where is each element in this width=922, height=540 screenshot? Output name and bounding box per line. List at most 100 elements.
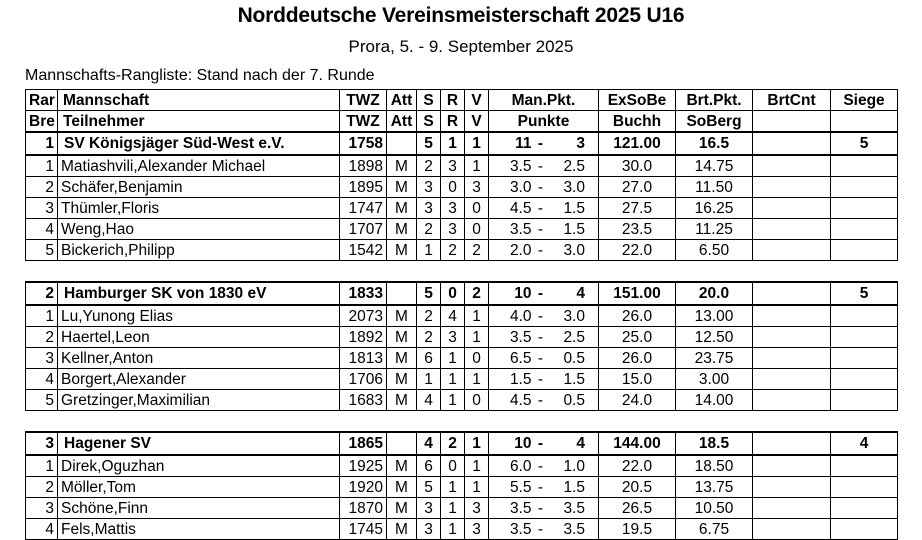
column-header-7[interactable]: Punkte bbox=[488, 110, 599, 133]
column-header-10[interactable] bbox=[752, 110, 831, 133]
player-losses: 0 bbox=[464, 347, 489, 369]
match-points-dash: - bbox=[537, 157, 544, 175]
column-header-11[interactable] bbox=[830, 110, 898, 133]
column-header-4[interactable]: S bbox=[416, 89, 441, 111]
player-row[interactable]: 1 Matiashvili,Alexander Michael 1898 M 2 3 1 3.… bbox=[25, 154, 898, 177]
player-row[interactable]: 5 Bickerich,Philipp 1542 M 1 2 2 2.0-3.0 22.0 6.5… bbox=[25, 239, 898, 261]
column-header-4[interactable]: S bbox=[416, 110, 441, 133]
player-board: 4 bbox=[25, 218, 58, 240]
player-name[interactable]: Lu,Yunong Elias bbox=[57, 304, 340, 327]
player-row[interactable]: 3 Schöne,Finn 1870 M 3 1 3 3.5-3.5 26.5 10.50 bbox=[25, 497, 898, 519]
player-draws: 2 bbox=[440, 239, 465, 261]
player-row[interactable]: 4 Weng,Hao 1707 M 2 3 0 3.5- 1.5 23.5 11.25 bbox=[25, 218, 898, 240]
match-points-own: 6.5 bbox=[509, 349, 532, 367]
player-att: M bbox=[386, 347, 417, 369]
player-row[interactable]: 4 Fels,Mattis 1745 M 3 1 3 3.5-3.5 19.5 6.75 bbox=[25, 518, 898, 540]
player-buchh: 30.0 bbox=[598, 154, 676, 177]
player-name[interactable]: Kellner,Anton bbox=[57, 347, 340, 369]
player-name[interactable]: Matiashvili,Alexander Michael bbox=[57, 154, 340, 177]
player-siege bbox=[830, 368, 898, 390]
player-buchh: 26.5 bbox=[598, 497, 676, 519]
player-siege bbox=[830, 304, 898, 327]
player-name[interactable]: Haertel,Leon bbox=[57, 326, 340, 348]
column-header-9[interactable]: SoBerg bbox=[675, 110, 753, 133]
match-points-own: 3.5 bbox=[509, 520, 532, 538]
column-header-11[interactable]: Siege bbox=[830, 89, 898, 111]
column-header-0[interactable]: Rar bbox=[25, 89, 58, 111]
player-name[interactable]: Borgert,Alexander bbox=[57, 368, 340, 390]
match-points-opponent: 3.0 bbox=[563, 178, 585, 196]
player-soberg: 18.50 bbox=[675, 454, 753, 477]
player-row[interactable]: 2 Haertel,Leon 1892 M 2 3 1 3.5-2.5 25.0 12.50 bbox=[25, 326, 898, 348]
match-points-own: 6.0 bbox=[509, 457, 532, 475]
team-row[interactable]: 1 SV Königsjäger Süd-West e.V. 1758 5 1 1 11-3… bbox=[25, 131, 898, 156]
match-points-dash: - bbox=[537, 241, 544, 259]
player-brtcnt bbox=[752, 218, 831, 240]
player-brtcnt bbox=[752, 326, 831, 348]
column-header-5[interactable]: R bbox=[440, 89, 465, 111]
match-points-own: 4.5 bbox=[509, 199, 532, 217]
player-name[interactable]: Weng,Hao bbox=[57, 218, 340, 240]
player-twz: 1895 bbox=[339, 176, 387, 198]
player-att: M bbox=[386, 304, 417, 327]
column-header-6[interactable]: V bbox=[464, 110, 489, 133]
team-exsobe: 144.00 bbox=[598, 431, 676, 456]
column-header-0[interactable]: Bre bbox=[25, 110, 58, 133]
team-name[interactable]: Hagener SV bbox=[57, 431, 340, 456]
player-brtcnt bbox=[752, 347, 831, 369]
player-row[interactable]: 2 Möller,Tom 1920 M 5 1 1 5.5-1.5 20.5 13.75 bbox=[25, 476, 898, 498]
player-row[interactable]: 3 Thümler,Floris 1747 M 3 3 0 4.5-1.5 27.5 16.25 bbox=[25, 197, 898, 219]
player-wins: 4 bbox=[416, 389, 441, 411]
player-att: M bbox=[386, 218, 417, 240]
player-points: 3.5- 2.5 bbox=[488, 154, 599, 177]
player-brtcnt bbox=[752, 304, 831, 327]
player-losses: 3 bbox=[464, 497, 489, 519]
column-header-5[interactable]: R bbox=[440, 110, 465, 133]
player-row[interactable]: 5 Gretzinger,Maximilian 1683 M 4 1 0 4.5- 0.5 24.… bbox=[25, 389, 898, 411]
match-points-opponent: 3.5 bbox=[563, 520, 585, 538]
player-name[interactable]: Bickerich,Philipp bbox=[57, 239, 340, 261]
column-header-9[interactable]: Brt.Pkt. bbox=[675, 89, 753, 111]
column-header-10[interactable]: BrtCnt bbox=[752, 89, 831, 111]
team-name[interactable]: Hamburger SK von 1830 eV bbox=[57, 281, 340, 306]
player-att: M bbox=[386, 389, 417, 411]
player-name[interactable]: Schöne,Finn bbox=[57, 497, 340, 519]
player-draws: 3 bbox=[440, 197, 465, 219]
column-header-1[interactable]: Mannschaft bbox=[57, 89, 340, 111]
block-spacer-row bbox=[26, 411, 898, 433]
player-row[interactable]: 4 Borgert,Alexander 1706 M 1 1 1 1.5-1.5 15.0 3.0… bbox=[25, 368, 898, 390]
match-points-dash: - bbox=[537, 178, 544, 196]
column-header-8[interactable]: Buchh bbox=[598, 110, 676, 133]
column-header-8[interactable]: ExSoBe bbox=[598, 89, 676, 111]
column-header-3[interactable]: Att bbox=[386, 89, 417, 111]
player-draws: 0 bbox=[440, 454, 465, 477]
player-row[interactable]: 1 Direk,Oguzhan 1925 M 6 0 1 6.0-1.0 22.0 18.50 bbox=[25, 454, 898, 477]
player-wins: 1 bbox=[416, 368, 441, 390]
team-wins: 5 bbox=[416, 131, 441, 156]
match-points-own: 3.5 bbox=[509, 220, 532, 238]
player-name[interactable]: Thümler,Floris bbox=[57, 197, 340, 219]
player-name[interactable]: Fels,Mattis bbox=[57, 518, 340, 540]
team-name[interactable]: SV Königsjäger Süd-West e.V. bbox=[57, 131, 340, 156]
player-name[interactable]: Möller,Tom bbox=[57, 476, 340, 498]
column-header-2[interactable]: TWZ bbox=[339, 110, 387, 133]
player-row[interactable]: 2 Schäfer,Benjamin 1895 M 3 0 3 3.0-3.0 27.0 11.5… bbox=[25, 176, 898, 198]
player-name[interactable]: Gretzinger,Maximilian bbox=[57, 389, 340, 411]
player-buchh: 19.5 bbox=[598, 518, 676, 540]
player-twz: 1683 bbox=[339, 389, 387, 411]
player-losses: 1 bbox=[464, 476, 489, 498]
column-header-1[interactable]: Teilnehmer bbox=[57, 110, 340, 133]
match-points-dash: - bbox=[537, 391, 544, 409]
player-row[interactable]: 1 Lu,Yunong Elias 2073 M 2 4 1 4.0-3.0 26.0 13.00 bbox=[25, 304, 898, 327]
team-row[interactable]: 3 Hagener SV 1865 4 2 1 10-4 144.00 18.5 4 bbox=[25, 431, 898, 456]
column-header-7[interactable]: Man.Pkt. bbox=[488, 89, 599, 111]
player-name[interactable]: Schäfer,Benjamin bbox=[57, 176, 340, 198]
player-row[interactable]: 3 Kellner,Anton 1813 M 6 1 0 6.5- 0.5 26.0 23.75 bbox=[25, 347, 898, 369]
player-wins: 3 bbox=[416, 518, 441, 540]
column-header-2[interactable]: TWZ bbox=[339, 89, 387, 111]
team-row[interactable]: 2 Hamburger SK von 1830 eV 1833 5 0 2 10-4 151.… bbox=[25, 281, 898, 306]
player-name[interactable]: Direk,Oguzhan bbox=[57, 454, 340, 477]
match-points-own: 1.5 bbox=[509, 370, 532, 388]
column-header-6[interactable]: V bbox=[464, 89, 489, 111]
column-header-3[interactable]: Att bbox=[386, 110, 417, 133]
